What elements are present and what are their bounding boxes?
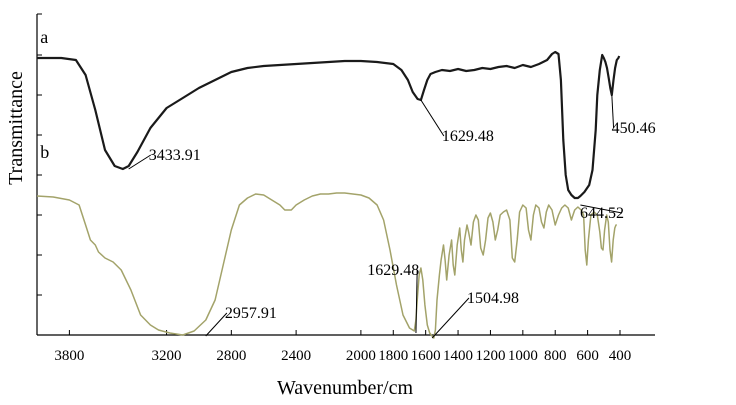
y-axis-ticks bbox=[37, 13, 42, 296]
annotation-leader bbox=[415, 269, 418, 334]
x-axis-ticks: 3800 3200 2800 2400 2000 1800 1600 1400 1200 1000… bbox=[54, 330, 631, 364]
x-tick-label: 2400 bbox=[281, 348, 311, 364]
x-tick-label: 800 bbox=[544, 348, 567, 364]
annotation-label: 1504.98 bbox=[467, 290, 519, 307]
x-tick-label: 1600 bbox=[411, 348, 441, 364]
annotation-leader bbox=[611, 94, 615, 129]
annotation-leader bbox=[431, 297, 470, 339]
series-line-b bbox=[36, 192, 617, 339]
x-tick-label: 3200 bbox=[152, 348, 182, 364]
annotation-label: 2957.91 bbox=[225, 305, 277, 322]
x-tick-label: 1200 bbox=[475, 348, 505, 364]
x-tick-label: 2000 bbox=[346, 348, 376, 364]
axes: 3800 3200 2800 2400 2000 1800 1600 1400 1200 1000… bbox=[5, 13, 655, 399]
annotation-label: 1629.48 bbox=[367, 262, 419, 279]
annotation-label: 1629.48 bbox=[442, 128, 494, 145]
annotation-label: 450.46 bbox=[612, 120, 656, 137]
annotation-label: 3433.91 bbox=[149, 147, 201, 164]
series-tags: ab bbox=[40, 27, 49, 162]
x-tick-label: 1400 bbox=[443, 348, 473, 364]
annotation-leader bbox=[128, 154, 152, 170]
x-tick-label: 3800 bbox=[54, 348, 84, 364]
x-tick-label: 600 bbox=[576, 348, 599, 364]
x-tick-label: 2800 bbox=[216, 348, 246, 364]
annotation-leader bbox=[205, 312, 228, 337]
y-axis-title: Transmittance bbox=[5, 71, 27, 185]
x-axis-title: Wavenumber/cm bbox=[277, 377, 414, 399]
series-layer bbox=[36, 50, 621, 339]
annotation-leader bbox=[580, 204, 623, 214]
series-tag-b: b bbox=[40, 142, 49, 162]
series-tag-a: a bbox=[40, 27, 48, 47]
annotation-label: 644.52 bbox=[580, 205, 624, 222]
x-tick-label: 1800 bbox=[378, 348, 408, 364]
annotation-leader bbox=[420, 99, 445, 137]
peak-annotations: 3433.91 1629.48 450.46 644.52 2957.91 1629.48… bbox=[128, 94, 656, 339]
series-line-a bbox=[37, 50, 621, 200]
x-tick-label: 400 bbox=[609, 348, 632, 364]
x-tick-label: 1000 bbox=[508, 348, 538, 364]
